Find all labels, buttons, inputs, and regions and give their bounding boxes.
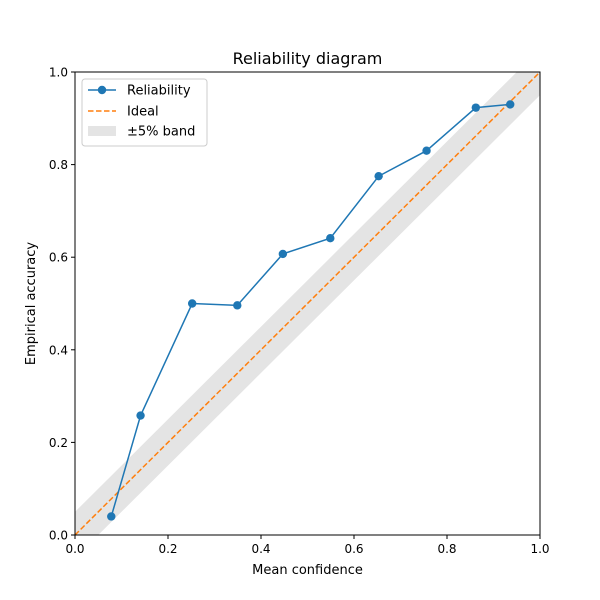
x-tick-label: 1.0	[530, 542, 549, 556]
y-axis-label: Empirical accuracy	[24, 242, 39, 366]
reliability-point	[136, 411, 145, 420]
reliability-point	[187, 299, 197, 308]
reliability-point	[326, 234, 335, 243]
legend-label-band: ±5% band	[127, 125, 195, 140]
y-tick-label: 0.2	[49, 436, 68, 450]
legend-band-swatch	[88, 126, 116, 136]
axes-frame	[74, 71, 541, 536]
legend-reliability-marker	[97, 85, 107, 95]
x-tick-label: 0.4	[251, 542, 270, 556]
x-tick-label: 0.6	[344, 542, 363, 556]
legend-label-reliability: Reliability	[127, 84, 191, 99]
y-tick-label: 0.4	[49, 343, 68, 357]
reliability-point	[107, 512, 116, 521]
reliability-point	[278, 249, 288, 259]
x-tick-label: 0.0	[65, 542, 84, 556]
y-tick-label: 0.8	[49, 158, 68, 172]
legend: Reliability Ideal ±5% band	[81, 78, 208, 147]
y-tick-label: 0.0	[49, 529, 68, 543]
reliability-point	[422, 146, 431, 155]
plot-area: 0.0 0.2 0.4 0.6 0.8 1.0 0.0 0.2 0.4 0.6 0.8 1.0	[49, 66, 550, 557]
ideal-line	[75, 72, 540, 535]
chart-title: Reliability diagram	[233, 49, 383, 68]
y-tick-label: 0.6	[49, 251, 68, 265]
reliability-point	[233, 301, 242, 310]
x-tick-label: 0.8	[437, 542, 456, 556]
x-axis-label: Mean confidence	[252, 563, 363, 578]
reliability-line	[110, 103, 511, 517]
legend-label-ideal: Ideal	[127, 105, 159, 120]
reliability-point	[374, 171, 383, 181]
x-tick-label: 0.2	[158, 542, 177, 556]
y-tick-label: 1.0	[49, 66, 68, 80]
reliability-point	[506, 100, 515, 109]
reliability-point	[471, 103, 481, 112]
